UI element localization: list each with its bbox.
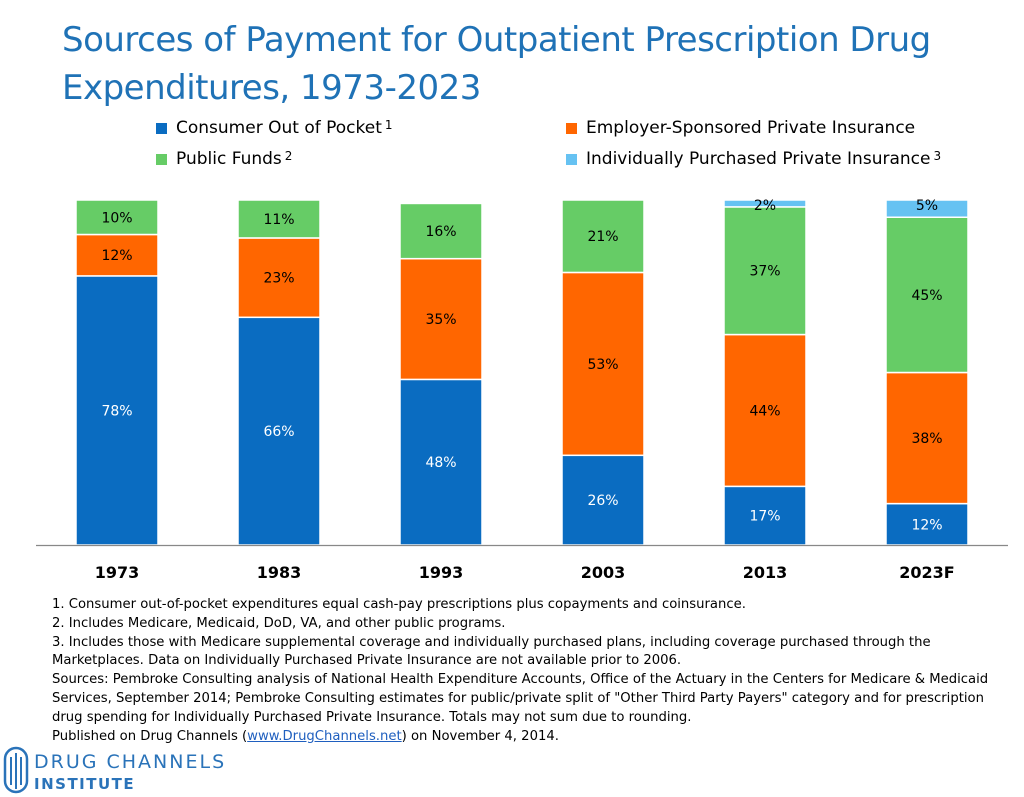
x-tick-label-1993: 1993: [419, 563, 464, 582]
data-label-2003-consumer-out-of-pocket: 26%: [587, 493, 618, 509]
bar-1983-employer-sponsored-private-insurance: [237, 237, 321, 319]
legend-swatch-public: [156, 153, 167, 165]
data-label-2023F-employer-sponsored-private-insurance: 38%: [911, 431, 942, 447]
bar-1993-employer-sponsored-private-insurance: [399, 257, 483, 381]
legend-item-public: Public Funds 2: [156, 149, 292, 169]
x-tick-label-2023F: 2023F: [899, 563, 954, 582]
bar-1993-public-funds: [399, 202, 483, 260]
legend-label-public: Public Funds: [176, 149, 282, 169]
legend-swatch-consumer: [156, 122, 167, 134]
bar-1983-public-funds: [237, 199, 321, 239]
x-tick-label-2003: 2003: [581, 563, 626, 582]
x-tick-label-1983: 1983: [257, 563, 302, 582]
stacked-bar-chart: 78% 12% 10% 1973 66% 23% 11% 1983 48% 35% 16% 1993 2…: [36, 198, 1008, 582]
legend-label-consumer: Consumer Out of Pocket: [176, 118, 382, 138]
bar-2023F-public-funds: [885, 216, 969, 374]
drugchannels-link[interactable]: www.DrugChannels.net: [247, 728, 402, 744]
legend-swatch-individual: [566, 153, 577, 165]
logo-text-line2: INSTITUTE: [34, 775, 136, 793]
bar-2023F-employer-sponsored-private-insurance: [885, 371, 969, 505]
data-label-1973-consumer-out-of-pocket: 78%: [101, 403, 132, 419]
footnote-3a: 3. Includes those with Medicare suppleme…: [52, 634, 931, 650]
x-tick-label-1973: 1973: [95, 563, 140, 582]
data-label-1993-public-funds: 16%: [425, 224, 456, 240]
chart-title: Sources of Payment for Outpatient Prescr…: [62, 16, 1002, 112]
chart-title-line-2: Expenditures, 1973-2023: [62, 68, 481, 108]
legend-swatch-employer: [566, 122, 577, 134]
data-label-2023F-public-funds: 45%: [911, 288, 942, 304]
data-label-2013-public-funds: 37%: [749, 264, 780, 280]
footnote-1: 1. Consumer out-of-pocket expenditures e…: [52, 597, 746, 612]
data-label-2003-public-funds: 21%: [587, 229, 618, 245]
legend-label-individual: Individually Purchased Private Insurance: [586, 149, 931, 169]
data-label-2023F-individually-purchased-private-insurance: 5%: [916, 198, 938, 214]
legend-item-individual: Individually Purchased Private Insurance…: [566, 149, 941, 169]
data-label-1983-consumer-out-of-pocket: 66%: [263, 424, 294, 440]
bar-2013-employer-sponsored-private-insurance: [723, 333, 807, 488]
bar-2013-individually-purchased-private-insurance: [723, 199, 807, 208]
data-label-1983-employer-sponsored-private-insurance: 23%: [263, 271, 294, 287]
sources-line-1: Sources: Pembroke Consulting analysis of…: [52, 672, 989, 688]
data-label-1993-consumer-out-of-pocket: 48%: [425, 455, 456, 471]
sources-line-2: Services, September 2014; Pembroke Consu…: [52, 690, 984, 706]
legend-item-employer: Employer-Sponsored Private Insurance: [566, 118, 915, 138]
published-line: Published on Drug Channels (www.DrugChan…: [52, 728, 1012, 747]
legend-item-consumer: Consumer Out of Pocket 1: [156, 118, 393, 138]
data-label-2023F-consumer-out-of-pocket: 12%: [911, 517, 942, 533]
bar-2023F-consumer-out-of-pocket: [885, 502, 969, 546]
chart-title-line-1: Sources of Payment for Outpatient Prescr…: [62, 20, 931, 60]
legend-label-employer: Employer-Sponsored Private Insurance: [586, 118, 916, 138]
bar-1973-employer-sponsored-private-insurance: [75, 233, 159, 277]
bar-1973-public-funds: [75, 199, 159, 236]
footnote-2: 2. Includes Medicare, Medicaid, DoD, VA,…: [52, 615, 506, 631]
footnotes: 1. Consumer out-of-pocket expenditures e…: [52, 596, 1012, 746]
logo-text-line1: DRUG CHANNELS: [34, 751, 227, 773]
legend-sup-consumer: 1: [384, 118, 393, 132]
data-label-2013-employer-sponsored-private-insurance: 44%: [749, 403, 780, 419]
legend-sup-public: 2: [284, 149, 293, 163]
footnote-3b: Marketplaces. Data on Individually Purch…: [52, 653, 682, 669]
data-label-2013-individually-purchased-private-insurance: 2%: [754, 198, 776, 214]
data-label-2013-consumer-out-of-pocket: 17%: [749, 509, 780, 525]
bar-2023F-individually-purchased-private-insurance: [885, 199, 969, 218]
x-tick-label-2013: 2013: [743, 563, 788, 582]
bar-2003-public-funds: [561, 199, 645, 274]
logo-icon: [3, 746, 29, 794]
data-label-2003-employer-sponsored-private-insurance: 53%: [587, 357, 618, 373]
data-label-1973-employer-sponsored-private-insurance: 12%: [101, 248, 132, 264]
sources-line-3: drug spending for Individually Purchased…: [52, 709, 692, 725]
data-label-1983-public-funds: 11%: [263, 212, 294, 228]
bar-2013-public-funds: [723, 206, 807, 336]
data-label-1973-public-funds: 10%: [101, 210, 132, 226]
data-label-1993-employer-sponsored-private-insurance: 35%: [425, 312, 456, 328]
drug-channels-logo: DRUG CHANNELS INSTITUTE: [0, 745, 240, 797]
published-prefix: Published on Drug Channels (: [52, 728, 248, 744]
legend-sup-individual: 3: [933, 149, 942, 163]
bar-1973-consumer-out-of-pocket: [75, 275, 159, 546]
published-suffix: ) on November 4, 2014.: [401, 728, 559, 744]
